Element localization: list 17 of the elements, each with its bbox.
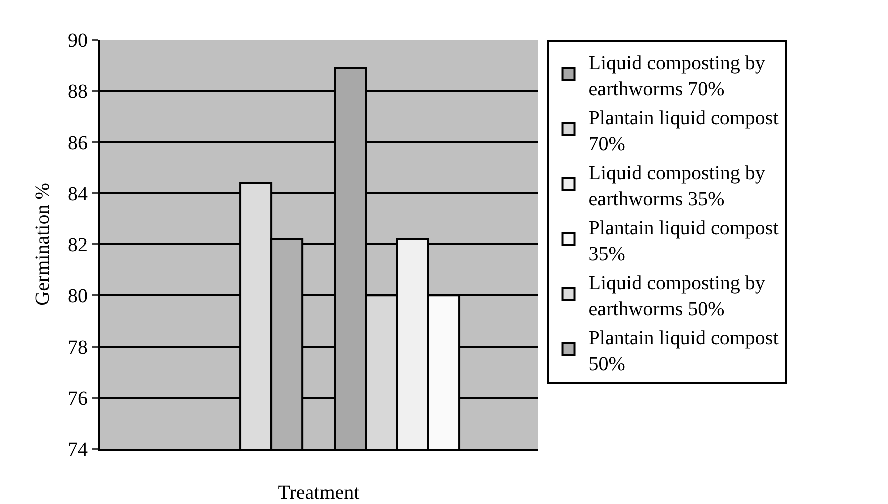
y-tick-label: 80 <box>68 286 88 308</box>
legend-label: Plantain liquid compost 50% <box>588 327 780 376</box>
y-tick-label: 82 <box>68 234 88 256</box>
y-tick-label: 84 <box>68 183 88 206</box>
y-tick-label: 78 <box>68 336 88 359</box>
legend-label: Liquid composting by earthworms 50% <box>588 272 766 320</box>
y-tick-label: 74 <box>68 439 88 461</box>
y-tick-label: 90 <box>68 30 88 52</box>
y-tick-label: 88 <box>68 81 88 104</box>
legend-label: Plantain liquid compost 70% <box>588 107 780 156</box>
legend-label: Liquid composting by earthworms 35% <box>588 162 766 210</box>
y-axis-title: Germination % <box>32 183 54 306</box>
y-tick-label: 86 <box>68 132 88 154</box>
legend-label: Plantain liquid compost 35% <box>588 217 780 266</box>
legend-label: Liquid composting by earthworms 70% <box>588 52 766 100</box>
x-axis-title: Treatment <box>278 482 360 504</box>
y-tick-label: 76 <box>68 388 88 410</box>
